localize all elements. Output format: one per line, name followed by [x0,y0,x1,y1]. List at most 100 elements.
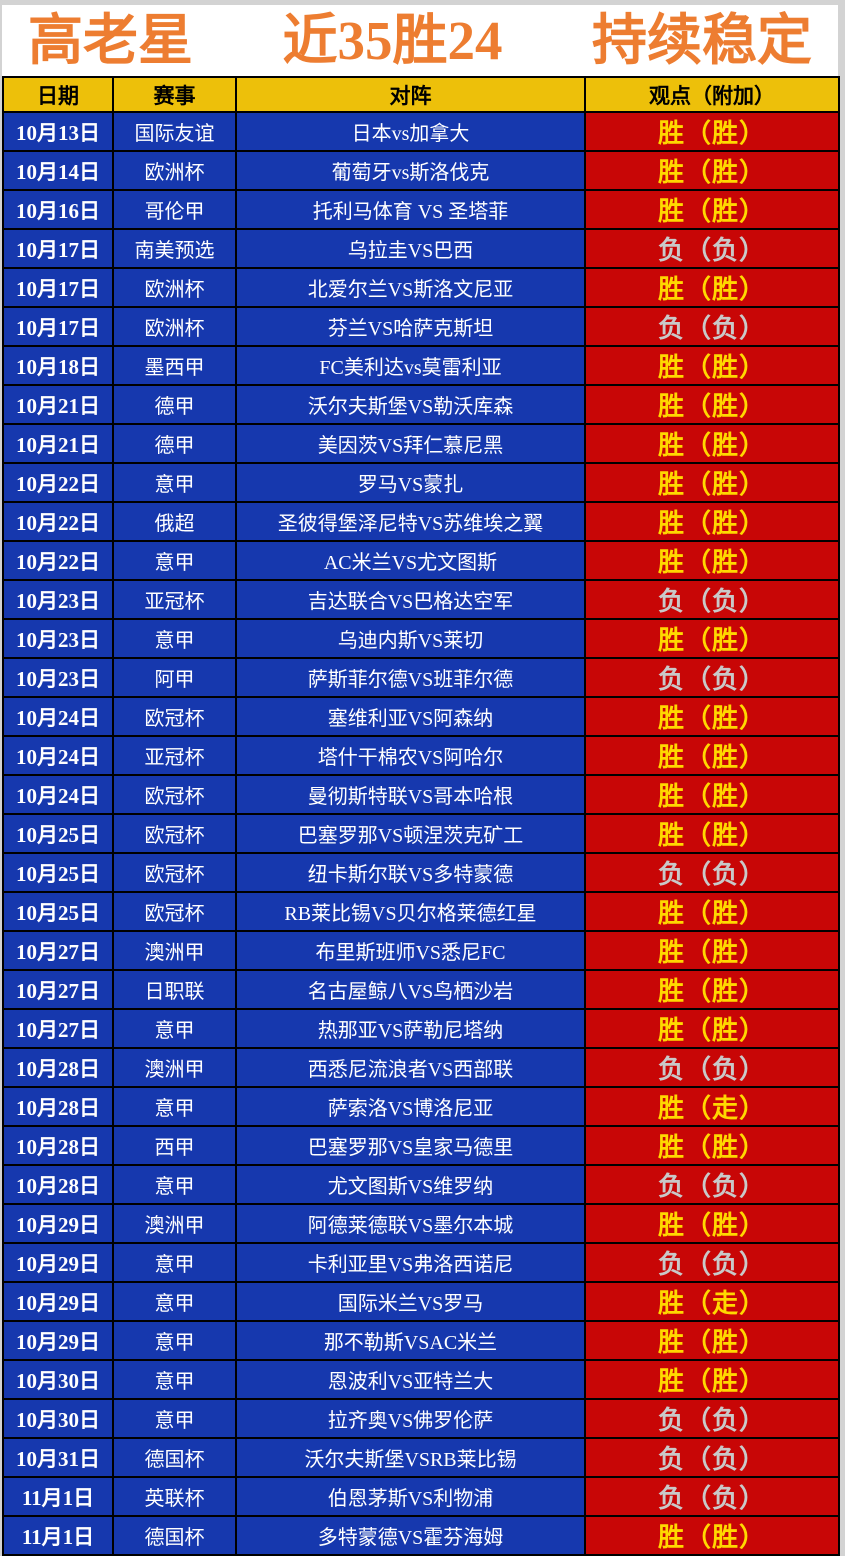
match-cell: 那不勒斯VSAC米兰 [235,1320,586,1361]
result-cell: 胜（胜） [584,423,840,464]
date-cell: 10月17日 [2,228,114,269]
date-cell: 11月1日 [2,1515,114,1556]
table-row: 10月16日 哥伦甲 托利马体育 VS 圣塔菲 胜（胜） [2,189,840,230]
table-row: 10月23日 阿甲 萨斯菲尔德VS班菲尔德 负（负） [2,657,840,698]
result-cell: 胜（胜） [584,384,840,425]
match-cell: 沃尔夫斯堡VS勒沃库森 [235,384,586,425]
table-row: 10月29日 意甲 卡利亚里VS弗洛西诺尼 负（负） [2,1242,840,1283]
match-cell: 塞维利亚VS阿森纳 [235,696,586,737]
match-cell: 国际米兰VS罗马 [235,1281,586,1322]
stability-slogan: 持续稳定 [591,10,812,71]
date-cell: 10月13日 [2,111,114,152]
column-header-match: 对阵 [235,76,586,113]
league-cell: 意甲 [112,1398,237,1439]
result-cell: 胜（胜） [584,150,840,191]
match-cell: 乌迪内斯VS莱切 [235,618,586,659]
match-cell: AC米兰VS尤文图斯 [235,540,586,581]
league-cell: 意甲 [112,1086,237,1127]
table-row: 10月13日 国际友谊 日本vs加拿大 胜（胜） [2,111,840,152]
match-cell: 罗马VS蒙扎 [235,462,586,503]
table-row: 10月23日 意甲 乌迪内斯VS莱切 胜（胜） [2,618,840,659]
league-cell: 南美预选 [112,228,237,269]
league-cell: 意甲 [112,1359,237,1400]
league-cell: 欧洲杯 [112,150,237,191]
result-cell: 胜（胜） [584,891,840,932]
date-cell: 10月22日 [2,501,114,542]
table-row: 10月23日 亚冠杯 吉达联合VS巴格达空军 负（负） [2,579,840,620]
date-cell: 10月18日 [2,345,114,386]
column-header-date: 日期 [2,76,114,113]
header-row: 日期 赛事 对阵 观点（附加） [2,76,840,113]
sheet: 高老星 近35胜24 持续稳定 日期 赛事 对阵 观点（附加） 10月13日 国… [2,5,840,1556]
league-cell: 亚冠杯 [112,735,237,776]
result-cell: 胜（胜） [584,618,840,659]
table-row: 10月29日 澳洲甲 阿德莱德联VS墨尔本城 胜（胜） [2,1203,840,1244]
league-cell: 意甲 [112,1164,237,1205]
date-cell: 10月16日 [2,189,114,230]
league-cell: 德甲 [112,423,237,464]
table-row: 10月17日 南美预选 乌拉圭VS巴西 负（负） [2,228,840,269]
date-cell: 10月29日 [2,1242,114,1283]
result-cell: 胜（胜） [584,774,840,815]
date-cell: 10月28日 [2,1164,114,1205]
result-cell: 负（负） [584,1047,840,1088]
league-cell: 德国杯 [112,1515,237,1556]
table-row: 10月22日 意甲 罗马VS蒙扎 胜（胜） [2,462,840,503]
league-cell: 意甲 [112,540,237,581]
date-cell: 10月29日 [2,1281,114,1322]
league-cell: 欧冠杯 [112,891,237,932]
table-row: 10月27日 日职联 名古屋鲸八VS鸟栖沙岩 胜（胜） [2,969,840,1010]
match-cell: 托利马体育 VS 圣塔菲 [235,189,586,230]
league-cell: 意甲 [112,1320,237,1361]
date-cell: 10月28日 [2,1125,114,1166]
table-row: 10月29日 意甲 国际米兰VS罗马 胜（走） [2,1281,840,1322]
date-cell: 10月23日 [2,618,114,659]
date-cell: 10月30日 [2,1359,114,1400]
match-cell: 萨斯菲尔德VS班菲尔德 [235,657,586,698]
result-cell: 负（负） [584,1242,840,1283]
date-cell: 10月27日 [2,969,114,1010]
match-cell: 西悉尼流浪者VS西部联 [235,1047,586,1088]
result-cell: 负（负） [584,1164,840,1205]
match-cell: 塔什干棉农VS阿哈尔 [235,735,586,776]
date-cell: 10月24日 [2,696,114,737]
match-cell: RB莱比锡VS贝尔格莱德红星 [235,891,586,932]
league-cell: 西甲 [112,1125,237,1166]
match-cell: 恩波利VS亚特兰大 [235,1359,586,1400]
table-row: 10月28日 西甲 巴塞罗那VS皇家马德里 胜（胜） [2,1125,840,1166]
date-cell: 10月24日 [2,774,114,815]
result-cell: 胜（胜） [584,1320,840,1361]
result-cell: 胜（胜） [584,189,840,230]
date-cell: 10月31日 [2,1437,114,1478]
match-cell: 曼彻斯特联VS哥本哈根 [235,774,586,815]
date-cell: 10月27日 [2,930,114,971]
table-row: 10月25日 欧冠杯 巴塞罗那VS顿涅茨克矿工 胜（胜） [2,813,840,854]
date-cell: 10月25日 [2,852,114,893]
table-row: 10月24日 欧冠杯 塞维利亚VS阿森纳 胜（胜） [2,696,840,737]
date-cell: 10月23日 [2,579,114,620]
date-cell: 10月21日 [2,384,114,425]
date-cell: 10月22日 [2,462,114,503]
table-row: 10月29日 意甲 那不勒斯VSAC米兰 胜（胜） [2,1320,840,1361]
result-cell: 负（负） [584,1398,840,1439]
league-cell: 欧冠杯 [112,813,237,854]
league-cell: 亚冠杯 [112,579,237,620]
match-cell: 阿德莱德联VS墨尔本城 [235,1203,586,1244]
league-cell: 国际友谊 [112,111,237,152]
date-cell: 10月25日 [2,813,114,854]
league-cell: 日职联 [112,969,237,1010]
league-cell: 欧洲杯 [112,306,237,347]
table-row: 10月28日 意甲 萨索洛VS博洛尼亚 胜（走） [2,1086,840,1127]
date-cell: 10月17日 [2,267,114,308]
title-banner: 高老星 近35胜24 持续稳定 [2,5,838,76]
result-cell: 胜（胜） [584,735,840,776]
table-row: 10月27日 澳洲甲 布里斯班师VS悉尼FC 胜（胜） [2,930,840,971]
result-cell: 胜（胜） [584,1515,840,1556]
match-cell: 纽卡斯尔联VS多特蒙德 [235,852,586,893]
match-cell: 巴塞罗那VS皇家马德里 [235,1125,586,1166]
match-cell: 吉达联合VS巴格达空军 [235,579,586,620]
league-cell: 意甲 [112,618,237,659]
table-row: 10月28日 澳洲甲 西悉尼流浪者VS西部联 负（负） [2,1047,840,1088]
result-cell: 胜（走） [584,1281,840,1322]
table-row: 10月22日 俄超 圣彼得堡泽尼特VS苏维埃之翼 胜（胜） [2,501,840,542]
